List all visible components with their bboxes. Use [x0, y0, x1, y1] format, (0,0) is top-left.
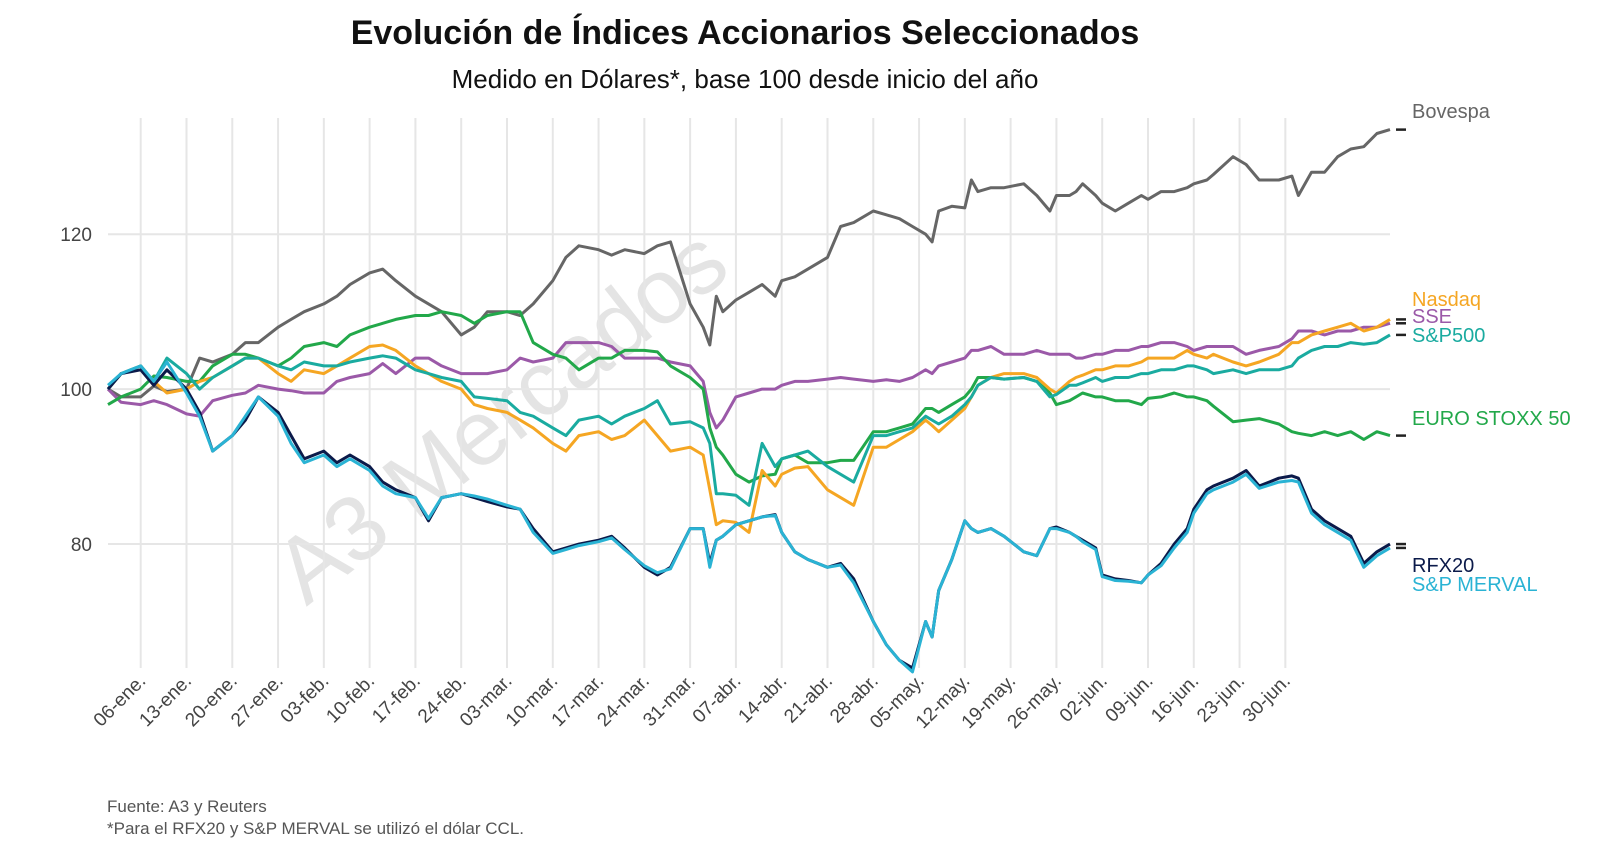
- grid: [108, 118, 1390, 668]
- series-line-nasdaq: [106, 318, 1391, 534]
- x-tick-label: 23-jun.: [1193, 671, 1249, 727]
- x-tick-label: 09-jun.: [1102, 671, 1158, 727]
- series-line-sse: [106, 321, 1391, 430]
- x-tick-label: 03-feb.: [277, 671, 334, 728]
- series-lines: [106, 128, 1391, 674]
- series-line-bovespa: [107, 128, 1391, 399]
- x-tick-label: 30-jun.: [1239, 671, 1295, 727]
- end-label-rfx20: RFX20: [1412, 555, 1474, 577]
- y-tick-label: 80: [71, 535, 92, 556]
- x-tick-label: 02-jun.: [1056, 671, 1112, 727]
- source-note: Fuente: A3 y Reuters: [107, 797, 267, 816]
- x-tick-label: 17-feb.: [368, 671, 425, 728]
- end-label-nasdaq: Nasdaq: [1412, 289, 1481, 311]
- x-tick-label: 14-abr.: [735, 671, 792, 728]
- x-tick-label: 31-mar.: [639, 671, 699, 731]
- end-label-sandp-merval: S&P MERVAL: [1412, 574, 1538, 596]
- x-tick-label: 27-ene.: [227, 671, 287, 731]
- x-tick-label: 21-abr.: [780, 671, 837, 728]
- x-tick-label: 07-abr.: [689, 671, 746, 728]
- series-line-sandp500: [106, 333, 1391, 507]
- y-tick-label: 100: [60, 380, 92, 401]
- x-tick-label: 10-feb.: [322, 671, 379, 728]
- x-tick-label: 16-jun.: [1147, 671, 1203, 727]
- chart-subtitle: Medido en Dólares*, base 100 desde inici…: [452, 64, 1039, 94]
- end-label-sandp500: S&P500: [1412, 325, 1485, 347]
- footnote: *Para el RFX20 y S&P MERVAL se utilizó e…: [107, 819, 524, 838]
- chart-title: Evolución de Índices Accionarios Selecci…: [351, 14, 1140, 52]
- end-label-euro-stoxx-50: EURO STOXX 50: [1412, 408, 1571, 430]
- y-tick-label: 120: [60, 225, 92, 246]
- end-label-bovespa: Bovespa: [1412, 101, 1491, 123]
- series-line-euro-stoxx-50: [107, 310, 1391, 484]
- end-label-sse: SSE: [1412, 306, 1452, 328]
- series-line-sandp-merval: [107, 360, 1391, 674]
